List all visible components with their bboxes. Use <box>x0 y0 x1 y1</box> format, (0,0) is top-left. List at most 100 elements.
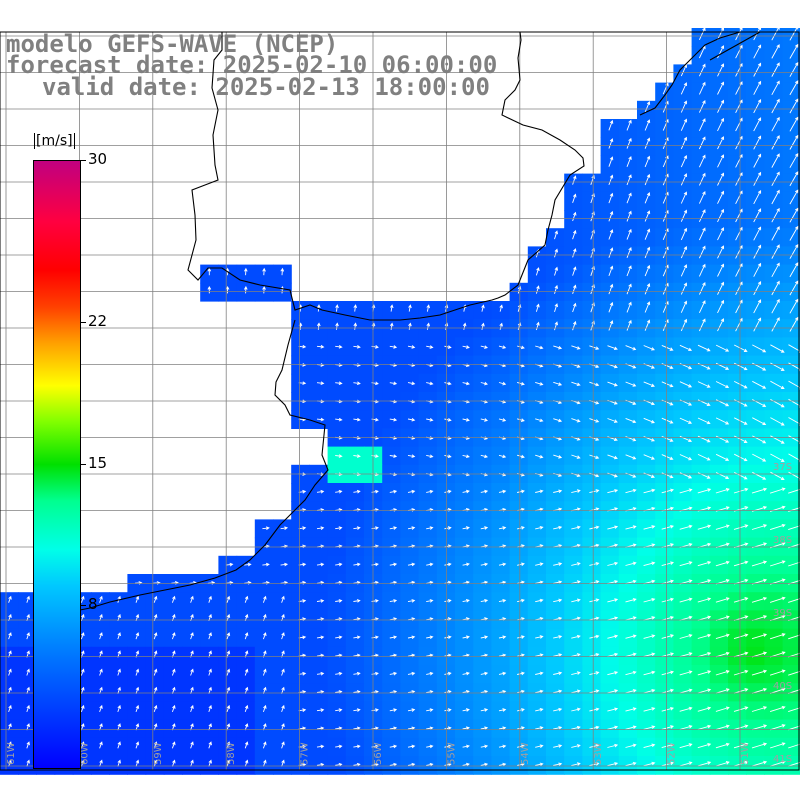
wind-arrow <box>407 635 416 640</box>
wind-arrow <box>480 635 489 639</box>
wind-arrow <box>589 489 600 494</box>
wind-arrow <box>735 190 743 205</box>
wind-arrow <box>389 454 398 458</box>
wind-arrow <box>389 322 394 330</box>
wind-arrow <box>788 689 800 694</box>
wind-arrow <box>516 671 525 676</box>
wind-arrow <box>262 267 266 276</box>
colorbar-tick <box>80 160 86 161</box>
wind-arrow <box>751 742 768 749</box>
wind-arrow <box>480 744 489 749</box>
wind-arrow <box>733 417 748 425</box>
wind-arrow <box>571 345 581 350</box>
wind-arrow <box>572 302 577 313</box>
wind-arrow <box>535 653 544 657</box>
wind-arrow <box>789 189 799 205</box>
wind-arrow <box>644 137 651 149</box>
wind-arrow <box>625 561 637 566</box>
wind-arrow <box>771 62 780 77</box>
wind-arrow <box>444 708 452 712</box>
wind-arrow <box>753 208 762 223</box>
wind-arrow <box>733 435 748 443</box>
wind-arrow <box>715 688 730 694</box>
wind-arrow <box>626 119 632 131</box>
wind-arrow <box>769 523 786 531</box>
wind-arrow <box>516 653 525 658</box>
wind-arrow <box>353 322 358 330</box>
wind-arrow <box>535 285 540 294</box>
wind-arrow <box>625 634 637 639</box>
wind-arrow <box>608 119 614 131</box>
wind-arrow <box>717 154 725 168</box>
wind-arrow <box>535 321 540 331</box>
wind-arrow <box>733 724 749 731</box>
wind-arrow <box>208 723 212 731</box>
wind-arrow <box>480 526 489 530</box>
wind-arrow <box>608 229 614 240</box>
wind-arrow <box>571 381 581 387</box>
wind-arrow <box>680 136 688 150</box>
wind-arrow <box>117 704 121 713</box>
wind-arrow <box>389 744 398 749</box>
wind-arrow <box>553 653 563 657</box>
wind-arrow <box>698 209 706 222</box>
wind-arrow <box>680 227 688 241</box>
wind-arrow <box>753 117 762 132</box>
wind-arrow <box>516 744 525 749</box>
wind-arrow <box>498 762 507 767</box>
wind-arrow <box>225 285 230 294</box>
wind-arrow <box>353 562 361 567</box>
wind-arrow <box>389 304 394 312</box>
wind-arrow <box>753 171 762 186</box>
wind-arrow <box>498 635 507 639</box>
wind-arrow <box>571 598 581 603</box>
wind-arrow <box>589 725 600 730</box>
wind-arrow <box>717 45 725 59</box>
wind-arrow <box>661 561 675 567</box>
wind-arrow <box>697 597 712 603</box>
wind-arrow <box>607 525 619 530</box>
wind-arrow <box>589 707 600 712</box>
wind-arrow <box>389 599 398 603</box>
wind-arrow <box>661 344 674 351</box>
wind-arrow <box>661 472 674 479</box>
wind-arrow <box>480 489 489 494</box>
wind-arrow <box>281 632 285 640</box>
wind-arrow <box>262 285 266 294</box>
wind-arrow <box>679 743 693 749</box>
wind-arrow <box>244 759 249 767</box>
wind-arrow <box>752 417 767 426</box>
wind-arrow <box>625 743 637 748</box>
wind-arrow <box>771 280 780 296</box>
wind-arrow <box>8 741 12 749</box>
wind-arrow <box>572 248 577 258</box>
colorbar-units: [m/s] <box>34 133 75 149</box>
wind-arrow <box>426 418 434 422</box>
wind-arrow <box>698 281 706 295</box>
longitude-label: 56W <box>373 742 384 765</box>
wind-arrow <box>407 562 416 567</box>
wind-arrow <box>753 44 762 59</box>
wind-arrow <box>553 418 563 423</box>
wind-arrow <box>717 227 725 241</box>
wind-arrow <box>769 742 786 749</box>
wind-arrow <box>789 280 799 296</box>
wind-arrow <box>153 723 158 731</box>
wind-arrow <box>753 153 762 168</box>
wind-arrow <box>571 707 581 712</box>
wind-arrow <box>262 595 267 603</box>
wind-arrow <box>717 318 725 332</box>
wind-arrow <box>717 299 725 314</box>
wind-arrow <box>771 262 780 278</box>
wind-arrow <box>153 759 158 767</box>
wind-arrow <box>789 134 799 150</box>
wind-arrow <box>717 136 725 150</box>
wind-arrow <box>26 723 30 731</box>
wind-arrow <box>715 633 730 640</box>
wind-arrow <box>99 704 103 713</box>
wind-arrow <box>26 595 30 603</box>
wind-arrow <box>607 762 619 767</box>
wind-arrow <box>753 299 762 314</box>
wind-arrow <box>607 598 619 603</box>
wind-arrow <box>335 489 343 494</box>
